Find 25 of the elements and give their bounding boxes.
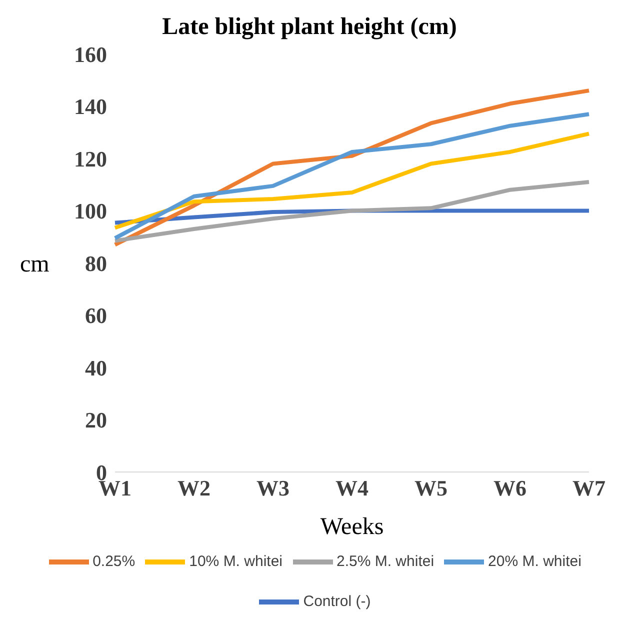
x-tick-label: W6	[494, 476, 526, 501]
legend-label: Control (-)	[303, 592, 371, 610]
legend-label: 0.25%	[92, 552, 136, 570]
y-axis-title: cm	[20, 252, 50, 278]
y-tick-label: 20	[85, 408, 107, 433]
chart-title: Late blight plant height (cm)	[162, 14, 457, 40]
x-tick-label: W5	[414, 476, 448, 501]
line-series	[113, 112, 591, 240]
y-tick-label: 80	[85, 250, 107, 276]
y-tick-label: 60	[85, 303, 107, 328]
x-tick-label: W2	[178, 476, 210, 501]
line-series	[113, 180, 591, 243]
legend-label: 2.5% M. whitei	[336, 552, 434, 570]
y-tick-label: 160	[74, 42, 107, 67]
line-series	[113, 132, 591, 230]
x-tick-label: W4	[336, 476, 368, 501]
x-tick-label: W3	[256, 476, 290, 501]
y-tick-label: 120	[74, 146, 107, 172]
y-tick-label: 100	[74, 198, 107, 224]
legend-label: 10% M. whitei	[189, 552, 282, 570]
x-axis-title: Weeks	[320, 514, 384, 540]
x-tick-label: W7	[572, 476, 606, 501]
legend-label: 20% M. whitei	[488, 552, 582, 570]
y-tick-label: 40	[85, 355, 107, 380]
y-tick-label: 140	[74, 94, 107, 120]
